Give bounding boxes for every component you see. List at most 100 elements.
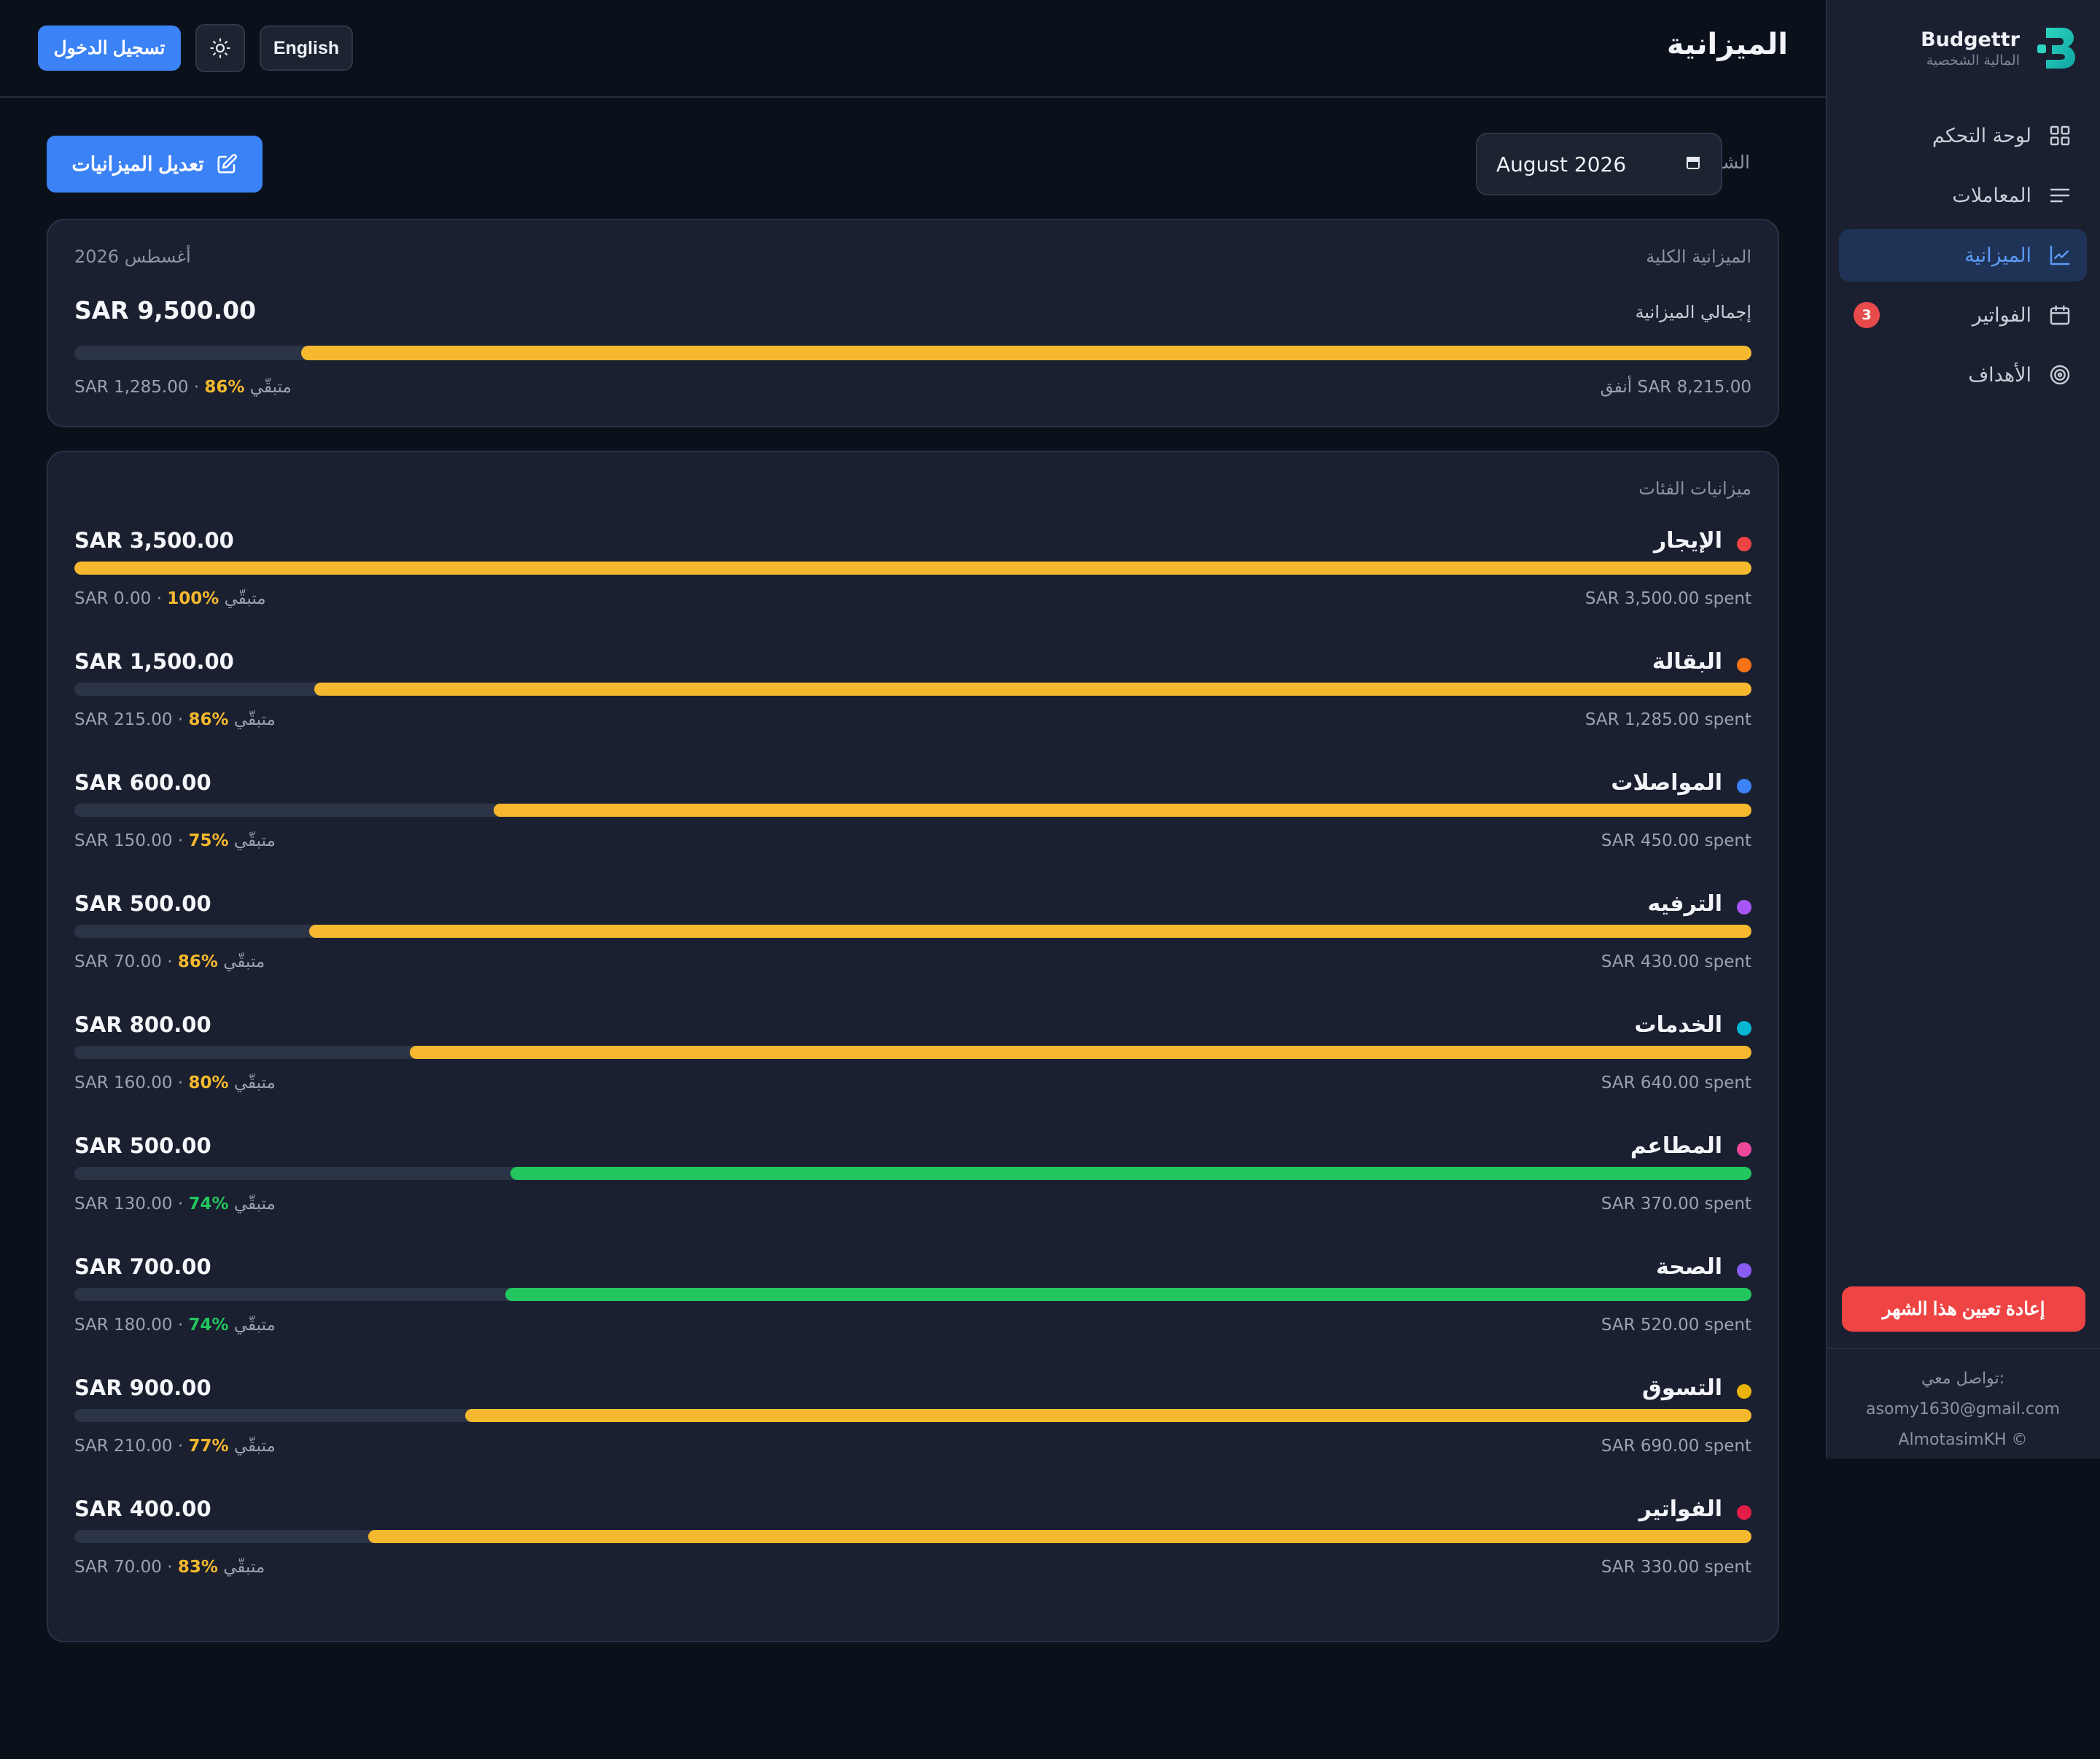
category-progress-fill: [510, 1167, 1751, 1180]
remaining-word: متبقّي: [233, 1316, 276, 1335]
edit-budgets-label: تعديل الميزانيات: [71, 152, 204, 175]
remaining-amount: SAR 70.00: [74, 952, 162, 971]
remaining-percent: 80%: [188, 1073, 229, 1092]
category-spent: SAR 450.00 spent: [1601, 831, 1751, 850]
category-spent: SAR 1,285.00 spent: [1584, 710, 1751, 729]
category-progress-bar: [74, 1288, 1751, 1301]
theme-toggle-button[interactable]: [195, 24, 245, 72]
target-icon: [2048, 362, 2072, 387]
remaining-percent: 75%: [188, 831, 229, 850]
category-budgets-title: ميزانيات الفئات: [1638, 478, 1751, 499]
edit-icon: [217, 154, 237, 174]
category-progress-fill: [494, 804, 1751, 817]
category-progress-bar: [74, 562, 1751, 575]
category-progress-fill: [410, 1046, 1751, 1059]
category-spent: SAR 330.00 spent: [1601, 1558, 1751, 1577]
sidebar-item-dashboard[interactable]: لوحة التحكم: [1839, 109, 2087, 162]
category-name: المواصلات: [1611, 770, 1722, 796]
category-row: البقالة SAR 1,500.00 SAR 1,285.00 spent SAR…: [48, 649, 1778, 770]
category-color-dot: [1737, 1142, 1751, 1157]
remaining-amount: SAR 130.00: [74, 1195, 173, 1214]
category-progress-fill: [505, 1288, 1751, 1301]
sidebar-item-bills[interactable]: الفواتير 3: [1839, 289, 2087, 341]
category-name: الترفيه: [1647, 891, 1722, 917]
sidebar-item-label: الميزانية: [1964, 244, 2031, 267]
remaining-amount: SAR 0.00: [74, 589, 152, 608]
category-progress-fill: [309, 925, 1751, 938]
category-remaining: SAR 70.00 · 86% متبقّي: [74, 952, 265, 971]
category-budget-amount: SAR 1,500.00: [74, 649, 234, 674]
budget-period: أغسطس 2026: [74, 246, 191, 267]
category-budget-amount: SAR 800.00: [74, 1012, 211, 1037]
remaining-amount: SAR 180.00: [74, 1316, 173, 1335]
category-remaining: SAR 215.00 · 86% متبقّي: [74, 710, 276, 729]
category-color-dot: [1737, 1384, 1751, 1399]
category-progress-bar: [74, 925, 1751, 938]
copyright: AlmotasimKH ©: [1898, 1431, 2028, 1449]
total-budget-label: إجمالي الميزانية: [1635, 302, 1751, 322]
category-progress-bar: [74, 1409, 1751, 1422]
total-progress-fill: [300, 346, 1751, 360]
contact-email[interactable]: asomy1630@gmail.com: [1866, 1400, 2060, 1418]
bills-count-badge: 3: [1854, 302, 1880, 328]
budgettr-logo-icon: [2036, 25, 2077, 71]
sidebar-item-label: الفواتير: [1972, 303, 2031, 327]
sidebar-footer: تواصل معي: asomy1630@gmail.com Almotasim…: [1826, 1348, 2100, 1456]
sidebar-item-goals[interactable]: الأهداف: [1839, 349, 2087, 401]
remaining-amount: SAR 1,285.00: [74, 378, 189, 397]
category-name: البقالة: [1652, 649, 1722, 675]
edit-budgets-button[interactable]: تعديل الميزانيات: [47, 136, 262, 193]
calendar-icon[interactable]: [1684, 152, 1702, 176]
category-spent: SAR 370.00 spent: [1601, 1195, 1751, 1214]
remaining-word: متبقّي: [223, 952, 265, 971]
sidebar-item-label: الأهداف: [1968, 363, 2031, 387]
category-progress-fill: [464, 1409, 1751, 1422]
sidebar-item-transactions[interactable]: المعاملات: [1839, 169, 2087, 222]
remaining-word: متبقّي: [233, 1437, 276, 1456]
reset-month-button[interactable]: إعادة تعيين هذا الشهر: [1842, 1286, 2085, 1332]
remaining-percent: 86%: [188, 710, 229, 729]
category-progress-bar: [74, 1167, 1751, 1180]
category-spent: SAR 3,500.00 spent: [1584, 589, 1751, 608]
app-name: Budgettr: [1921, 28, 2020, 51]
category-name: التسوق: [1642, 1375, 1722, 1401]
category-row: الخدمات SAR 800.00 SAR 640.00 spent SAR 160…: [48, 1012, 1778, 1133]
remaining-amount: SAR 215.00: [74, 710, 173, 729]
total-budget-amount: SAR 9,500.00: [74, 296, 257, 325]
category-row: الصحة SAR 700.00 SAR 520.00 spent SAR 180.0…: [48, 1254, 1778, 1375]
sidebar-item-budget[interactable]: الميزانية: [1839, 229, 2087, 281]
remaining-amount: SAR 150.00: [74, 831, 173, 850]
remaining-word: متبقّي: [224, 589, 266, 608]
category-progress-bar: [74, 1530, 1751, 1543]
remaining-word: متبقّي: [233, 831, 276, 850]
total-progress-bar: [74, 346, 1751, 360]
login-button[interactable]: تسجيل الدخول: [38, 26, 181, 71]
category-remaining: SAR 70.00 · 83% متبقّي: [74, 1558, 265, 1577]
calendar-icon: [2048, 303, 2072, 327]
category-progress-fill: [314, 683, 1751, 696]
category-color-dot: [1737, 658, 1751, 672]
category-remaining: SAR 160.00 · 80% متبقّي: [74, 1073, 276, 1092]
page-title: الميزانية: [1666, 28, 1788, 61]
sidebar: Budgettr المالية الشخصية لوحة التحكم الم…: [1826, 0, 2100, 1459]
category-progress-bar: [74, 804, 1751, 817]
total-remaining: SAR 1,285.00 · 86% متبقّي: [74, 378, 292, 397]
brand[interactable]: Budgettr المالية الشخصية: [1921, 25, 2077, 71]
category-name: المطاعم: [1630, 1133, 1722, 1159]
remaining-amount: SAR 160.00: [74, 1073, 173, 1092]
category-row: الإيجار SAR 3,500.00 SAR 3,500.00 spent SAR…: [48, 528, 1778, 649]
language-button[interactable]: English: [260, 26, 353, 71]
category-row: الترفيه SAR 500.00 SAR 430.00 spent SAR 70.…: [48, 891, 1778, 1012]
total-spent: أنفق SAR 8,215.00: [1600, 378, 1751, 397]
category-progress-fill: [74, 562, 1751, 575]
category-row: المطاعم SAR 500.00 SAR 370.00 spent SAR 130…: [48, 1133, 1778, 1254]
remaining-percent: 77%: [188, 1437, 229, 1456]
category-spent: SAR 430.00 spent: [1601, 952, 1751, 971]
month-value: August 2026: [1496, 152, 1627, 176]
sidebar-item-label: المعاملات: [1952, 184, 2031, 207]
month-picker-input[interactable]: August 2026: [1476, 133, 1722, 195]
sun-icon: [210, 38, 230, 58]
remaining-word: متبقّي: [233, 1073, 276, 1092]
remaining-percent: 100%: [167, 589, 219, 608]
remaining-word: متبقّي: [223, 1558, 265, 1577]
